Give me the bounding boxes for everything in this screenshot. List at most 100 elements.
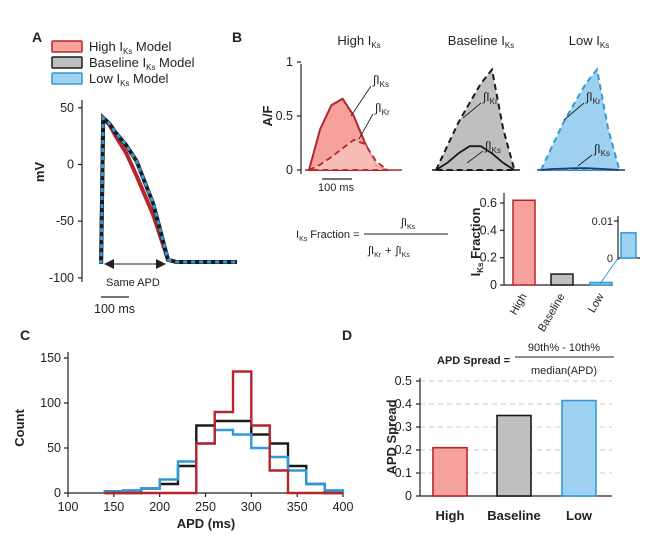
panel-d-ytick-label: 0.3 [395, 420, 412, 434]
panel-b-title-high: High IKs [337, 33, 380, 50]
panel-a-ytick-label: 50 [60, 101, 74, 115]
leader-baseline-ks [466, 150, 484, 164]
apd-arrow [104, 259, 166, 269]
legend-entry-high-sub: Ks [123, 47, 132, 56]
integral-sign: ∫I [593, 142, 601, 156]
legend-entry-low-main: Low I [89, 71, 120, 86]
hist-ytick-label: 150 [40, 351, 61, 365]
panel-b-title-low-main: Low I [569, 33, 600, 48]
legend-entry-high-main: High I [89, 39, 123, 54]
panel-c-ylabel: Count [12, 409, 27, 447]
spread-xtick-low: Low [566, 508, 593, 523]
inset-ylabel-main: I [468, 273, 483, 277]
hist-xtick-label: 350 [287, 500, 308, 514]
hist-xtick-label: 150 [103, 500, 124, 514]
zoom-ytick-label-zero: 0 [607, 253, 613, 265]
apd-histogram: 0 50 100 150 100 150 200 250 300 350 400 [40, 351, 353, 514]
panel-b-currents: ∫IKs∫IKr∫IKr∫IKs∫IKr∫IKs [305, 67, 625, 171]
panel-d-ytick-label: 0.2 [395, 443, 412, 457]
formula-lhs-main: I [296, 229, 299, 241]
apd-spread-bar-chart: 0 0.1 0.2 0.3 0.4 0.5 High Baseline Low [395, 374, 612, 523]
leader-baseline-kr [462, 102, 482, 119]
zoom-bar-low [620, 232, 637, 259]
integral-sign: ∫I [482, 90, 490, 104]
panel-a-ytick-label: -50 [56, 214, 74, 228]
panel-b-ytick-label: 1 [286, 55, 293, 69]
iks-curve-baseline [435, 145, 515, 171]
inset-bar-baseline [550, 273, 574, 286]
formula-den-b: ∫I [395, 245, 402, 257]
formula-den-b-sub: Ks [402, 252, 411, 259]
integral-label-high-kr: ∫IKr [374, 101, 390, 117]
inset-ytick-label: 0.4 [480, 223, 497, 237]
integral-sign: ∫I [484, 139, 492, 153]
inset-ylabel-tail: Fraction [468, 208, 483, 263]
legend-entry-baseline: Baseline IKs Model [89, 55, 195, 72]
integral-label-baseline-kr: ∫IKr [482, 90, 498, 106]
formula-num-sub: Ks [407, 224, 416, 231]
integral-label-low-kr: ∫IKr [585, 90, 601, 106]
panel-d-ytick-label: 0.4 [395, 397, 412, 411]
legend-entry-high: High IKs Model [89, 39, 171, 56]
iks-curve-low [540, 167, 620, 171]
panel-d-ytick-label: 0 [405, 489, 412, 503]
legend-entry-baseline-main: Baseline I [89, 55, 146, 70]
legend-entry-high-tail: Model [132, 39, 171, 54]
ikr-area-high [308, 138, 391, 171]
apd-spread-formula-denominator: median(APD) [531, 365, 597, 377]
panel-b-title-low-sub: Ks [600, 41, 609, 50]
integral-sub: Ks [601, 149, 610, 158]
panel-a-traces [99, 112, 237, 264]
integral-sign: ∫I [372, 73, 380, 87]
zoom-connector [599, 257, 619, 285]
ikr-area-low [539, 67, 621, 171]
hist-xtick-label: 400 [333, 500, 354, 514]
hist-xtick-label: 300 [241, 500, 262, 514]
integral-label-high-ks: ∫IKs [372, 73, 389, 89]
spread-xtick-high: High [436, 508, 465, 523]
formula-numerator: ∫IKs [400, 217, 416, 231]
panel-a-ytick-label: -100 [49, 271, 74, 285]
formula-den-a-sub: Kr [374, 252, 382, 259]
panel-d-ylabel: APD Spread [384, 399, 399, 474]
integral-sub: Kr [593, 97, 601, 106]
panel-b-titles: High IKs Baseline IKs Low IKs [337, 33, 609, 50]
panel-b-label: B [232, 29, 242, 45]
apd-spread-formula-lhs: APD Spread = [437, 355, 510, 367]
formula-denominator: ∫IKr + ∫IKs [367, 245, 410, 259]
formula-lhs: IKs Fraction = [296, 229, 360, 243]
panel-b-title-high-main: High I [337, 33, 371, 48]
zoom-ytick-label-top: 0.01 [592, 216, 613, 228]
leader-low-kr [563, 102, 585, 121]
integral-sub: Kr [382, 108, 390, 117]
panel-d-label: D [342, 327, 352, 343]
panel-b-scale-label: 100 ms [318, 182, 355, 194]
integral-sub: Ks [380, 80, 389, 89]
formula-den-a: ∫I [367, 245, 374, 257]
panel-d-ytick-label: 0.1 [395, 466, 412, 480]
inset-xtick-low: Low [586, 291, 607, 315]
leader-high-ks [350, 85, 372, 117]
inset-ylabel: IKs Fraction [468, 208, 485, 277]
legend-swatch-baseline [51, 56, 83, 69]
trace-baseline [99, 113, 237, 264]
legend-entry-baseline-tail: Model [155, 55, 194, 70]
panel-b-title-baseline: Baseline IKs [448, 33, 514, 50]
spread-bar-baseline [496, 414, 532, 497]
panel-b-title-baseline-sub: Ks [505, 41, 514, 50]
panel-b-ylabel: A/F [260, 105, 275, 126]
legend-entry-baseline-sub: Ks [146, 63, 155, 72]
panel-b-title-baseline-main: Baseline I [448, 33, 505, 48]
apd-spread-formula-numerator: 90th% - 10th% [528, 342, 600, 354]
panel-b-ytick-label: 0 [286, 163, 293, 177]
legend-entry-low-tail: Model [129, 71, 168, 86]
leader-low-ks [577, 154, 593, 167]
hist-ytick-label: 0 [54, 486, 61, 500]
integral-sub: Kr [490, 97, 498, 106]
legend-entry-low-sub: Ks [120, 79, 129, 88]
hist-ytick-label: 50 [47, 441, 61, 455]
same-apd-label: Same APD [106, 277, 160, 289]
